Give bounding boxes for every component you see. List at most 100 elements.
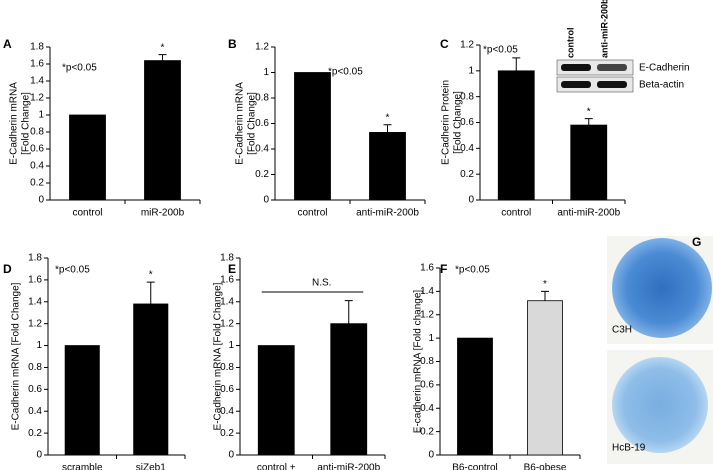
panel: F E-cadherin mRNA [Fold change] 0 0.2 0.4 0.6… [413,262,581,470]
x-tick-label: anti-miR-200b [317,463,380,470]
error-bar [584,118,593,126]
y-tick-label: 0.8 [420,356,434,367]
panel: E E-Cadherin mRNA [Fold Change] 0 0.2 0.4 0.6… [213,253,386,470]
blot-band [561,81,591,88]
y-tick-label: 0.2 [420,426,434,437]
y-axis-label: [Fold Change] [247,92,258,155]
y-tick-label: 1.4 [420,286,434,297]
y-tick-label: 0.4 [220,406,234,417]
y-axis-label: [Fold Change] [453,91,464,154]
y-tick-label: 0.8 [30,127,44,138]
error-bar [383,124,392,133]
y-tick-label: 1 [38,110,44,121]
y-tick-label: 0.4 [420,403,434,414]
band-label: E-Cadherin [639,63,690,74]
y-tick-label: 1.6 [30,59,44,70]
y-axis-label: E-Cadherin mRNA [235,82,246,165]
y-tick-label: 1.8 [220,253,234,264]
bar [497,70,535,201]
blot-band [597,64,627,71]
y-tick-label: 1 [36,340,42,351]
x-tick-label: anti-miR-200b [356,208,419,219]
y-tick-label: 1 [468,65,474,76]
y-tick-label: 1.4 [30,76,44,87]
annotation: N.S. [312,278,331,289]
y-tick-label: 0 [428,450,434,461]
panel: A E-Cadherin mRNA [Fold Change] 0 0.2 0.4 0.6 0… [3,37,201,219]
tissue [612,357,708,453]
y-tick-label: 0.2 [30,178,44,189]
lane-label: control [565,28,575,59]
y-axis-label: [Fold Change] [21,92,32,155]
x-tick-label: control + [257,463,296,470]
y-tick-label: 0.6 [28,384,42,395]
y-tick-label: 1 [263,67,269,78]
annotation: *p<0.05 [455,265,490,276]
band-label: Beta-actin [639,80,684,91]
x-tick-label: scramble [62,463,103,470]
y-tick-label: 0.6 [420,380,434,391]
bar [257,345,295,456]
y-tick-label: 1.8 [28,253,42,264]
error-bar [512,57,521,71]
x-tick-label: B6-control [452,463,498,470]
panel: C E-Cadherin Protein [Fold Change] 0 0.2 0.4 0… [440,0,690,219]
tissue [612,238,712,338]
y-tick-label: 0.8 [28,362,42,373]
x-tick-label: B6-obese [524,463,567,470]
significance-marker: * [386,112,390,123]
y-tick-label: 0.2 [220,428,234,439]
y-tick-label: 1.2 [420,309,434,320]
panel-letter: C [440,37,449,51]
blot-band [561,64,591,71]
lane-label: anti-miR-200b [599,0,609,58]
blot-strip [556,76,634,93]
bar [69,114,106,201]
y-tick-label: 1.2 [220,318,234,329]
y-tick-label: 0 [36,450,42,461]
y-tick-label: 0.6 [30,144,44,155]
y-tick-label: 0.4 [460,143,474,154]
y-tick-label: 0.6 [460,117,474,128]
x-tick-label: siZeb1 [136,463,166,470]
y-axis-label: E-Cadherin mRNA [9,82,20,165]
panel-letter: A [3,37,12,51]
error-bar [146,281,155,304]
bar [64,345,100,456]
annotation: *p<0.05 [55,265,90,276]
y-axis-label: E-Cadherin mRNA [Fold Change] [213,282,224,430]
x-tick-label: control [501,208,531,219]
panel-letter: D [3,262,12,276]
y-tick-label: 0 [468,195,474,206]
x-tick-label: control [72,208,102,219]
y-tick-label: 0.8 [255,93,269,104]
bar [330,323,368,456]
y-tick-label: 0.6 [220,384,234,395]
y-tick-label: 1.6 [220,275,234,286]
panel-letter: G [692,235,701,249]
y-tick-label: 1.6 [28,275,42,286]
panel-g: G C3H HcB-19 [607,235,713,464]
blot-band [597,81,627,88]
x-tick-label: anti-miR-200b [557,208,620,219]
bar [369,132,406,201]
bar [294,72,331,201]
x-tick-label: control [297,208,327,219]
annotation: *p<0.05 [328,67,363,78]
error-bar [158,54,167,61]
y-tick-label: 0.4 [28,406,42,417]
y-axis-label: E-cadherin mRNA [Fold change] [413,290,424,434]
panel-letter: F [440,262,447,276]
panel: B E-Cadherin mRNA [Fold Change] 0 0.2 0.4 0.6 0… [228,37,426,219]
y-tick-label: 1 [228,340,234,351]
annotation: *p<0.05 [483,45,518,56]
y-tick-label: 0.8 [460,91,474,102]
significance-marker: * [587,106,591,117]
y-tick-label: 0 [263,195,269,206]
y-tick-label: 1.8 [30,42,44,53]
y-tick-label: 0.8 [220,362,234,373]
y-axis-label: E-Cadherin Protein [441,80,452,165]
panel: D E-Cadherin mRNA [Fold Change] 0 0.2 0.4 0.6… [3,253,186,470]
bar [570,124,608,201]
